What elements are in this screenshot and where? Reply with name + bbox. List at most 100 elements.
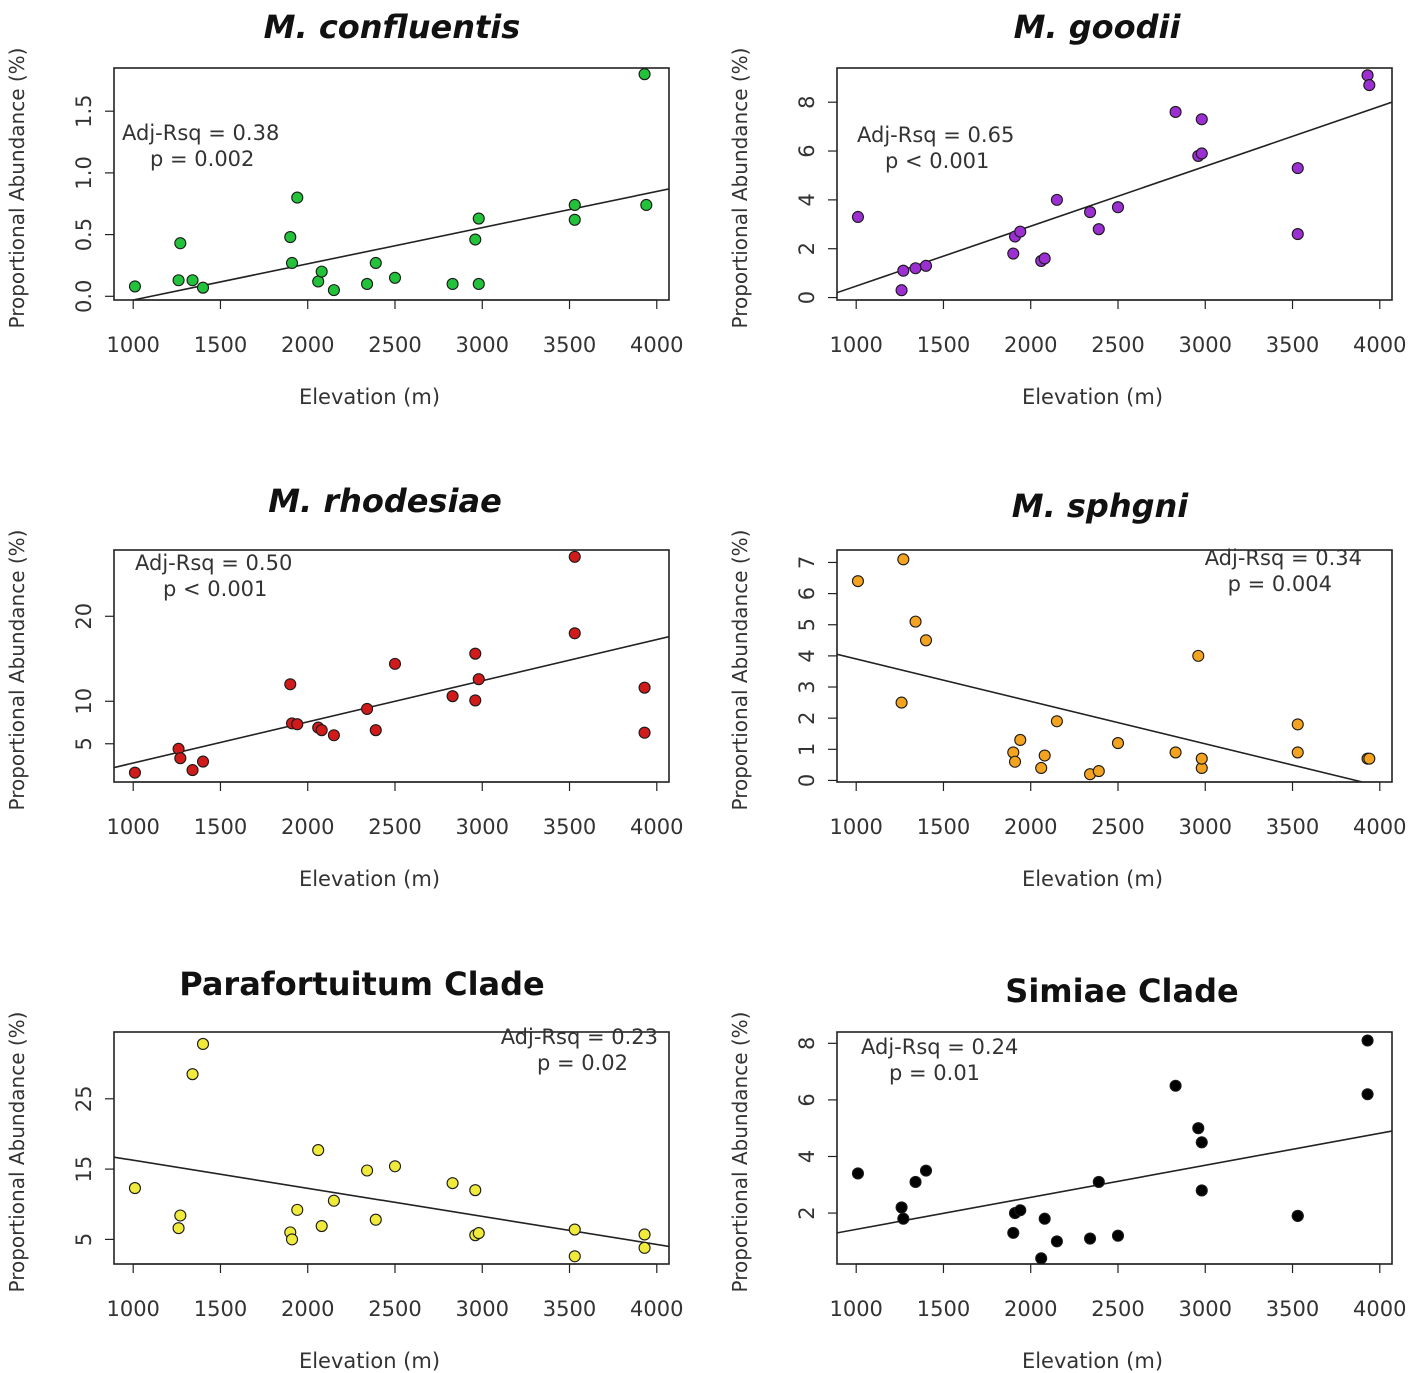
- x-tick-label: 1500: [917, 333, 970, 357]
- data-point: [1195, 1184, 1208, 1197]
- adj-rsq-annotation: Adj-Rsq = 0.24: [861, 1035, 1018, 1059]
- data-point: [186, 274, 199, 287]
- data-point: [291, 718, 304, 731]
- data-point: [1092, 223, 1105, 236]
- y-axis-label: Proportional Abundance (%): [5, 1012, 29, 1293]
- y-tick-label: 8: [795, 1037, 819, 1050]
- data-point: [1035, 1252, 1048, 1265]
- p-value-annotation: p = 0.01: [889, 1061, 980, 1085]
- data-point: [909, 1175, 922, 1189]
- y-tick-label: 20: [72, 603, 96, 630]
- data-point: [638, 1228, 651, 1241]
- data-point: [909, 615, 922, 628]
- data-point: [174, 237, 187, 250]
- x-tick-label: 4000: [630, 815, 683, 839]
- data-point: [638, 1241, 651, 1254]
- data-point: [327, 1194, 340, 1207]
- y-tick-label: 0: [795, 291, 819, 304]
- y-tick-label: 5: [795, 618, 819, 631]
- x-tick-label: 1500: [917, 815, 970, 839]
- chart-panel: M. rhodesiae 1000 1500 2000 2500 3000 3500 4000…: [5, 482, 684, 891]
- x-axis-label: Elevation (m): [299, 385, 440, 409]
- x-axis: 1000 1500 2000 2500 3000 3500 4000: [106, 1263, 684, 1321]
- data-point: [361, 702, 374, 715]
- data-point: [1291, 1209, 1304, 1222]
- data-point: [1291, 162, 1304, 175]
- y-axis: 5 15 25: [72, 1085, 114, 1246]
- p-value-annotation: p = 0.002: [150, 147, 254, 171]
- data-point: [446, 690, 459, 703]
- data-point: [1111, 201, 1125, 214]
- x-tick-label: 3000: [456, 815, 509, 839]
- data-point: [851, 210, 864, 224]
- adj-rsq-annotation: Adj-Rsq = 0.23: [501, 1025, 658, 1049]
- x-tick-label: 1500: [194, 1297, 247, 1321]
- x-tick-label: 3000: [456, 1297, 509, 1321]
- data-point: [186, 764, 199, 777]
- chart-panel: M. sphgni 1000 1500 2000 2500 3000 3500 4000 0 1 2…: [728, 487, 1407, 891]
- data-point: [469, 694, 482, 707]
- p-value-annotation: p < 0.001: [163, 577, 267, 601]
- data-point: [284, 231, 297, 244]
- regression-line: [837, 1130, 1392, 1234]
- x-tick-label: 1000: [829, 333, 882, 357]
- y-tick-label: 5: [72, 737, 96, 750]
- x-tick-label: 4000: [630, 1297, 683, 1321]
- chart-panel: Parafortuitum Clade 1000 1500 2000 2500 3000 3…: [5, 965, 684, 1373]
- x-tick-label: 2000: [281, 333, 334, 357]
- y-axis-label: Proportional Abundance (%): [5, 530, 29, 811]
- data-point: [1092, 1175, 1105, 1189]
- data-point: [1111, 737, 1125, 750]
- x-tick-label: 2000: [281, 815, 334, 839]
- x-tick-label: 2500: [1091, 333, 1144, 357]
- x-tick-label: 2500: [368, 1297, 421, 1321]
- data-point: [361, 1164, 374, 1177]
- data-point: [1291, 228, 1304, 241]
- y-axis: 0.0 0.5 1.0 1.5: [72, 94, 114, 313]
- data-point: [897, 553, 910, 566]
- data-point: [568, 1223, 581, 1236]
- y-tick-label: 6: [795, 587, 819, 600]
- data-point: [640, 198, 653, 212]
- adj-rsq-annotation: Adj-Rsq = 0.34: [1205, 546, 1362, 570]
- y-tick-label: 1: [795, 743, 819, 756]
- x-tick-label: 2500: [1091, 815, 1144, 839]
- data-point: [897, 264, 910, 277]
- data-point: [638, 681, 651, 694]
- data-point: [1050, 715, 1063, 728]
- data-point: [568, 198, 581, 212]
- x-tick-label: 3500: [543, 815, 596, 839]
- y-tick-label: 4: [795, 193, 819, 206]
- x-axis-label: Elevation (m): [1022, 385, 1163, 409]
- adj-rsq-annotation: Adj-Rsq = 0.65: [857, 123, 1014, 147]
- data-point: [895, 696, 908, 709]
- x-axis: 1000 1500 2000 2500 3000 3500 4000: [829, 781, 1407, 839]
- data-point: [284, 678, 297, 691]
- x-axis-label: Elevation (m): [1022, 1349, 1163, 1373]
- x-tick-label: 3000: [1179, 333, 1232, 357]
- x-axis: 1000 1500 2000 2500 3000 3500 4000: [829, 299, 1407, 357]
- data-point: [1038, 749, 1051, 762]
- y-axis-label: Proportional Abundance (%): [5, 48, 29, 329]
- data-point: [1195, 1136, 1208, 1149]
- data-point: [388, 271, 402, 284]
- x-tick-label: 3500: [1266, 1297, 1319, 1321]
- regression-line: [133, 188, 669, 300]
- chart-title: Simiae Clade: [1005, 972, 1238, 1010]
- chart-title: Parafortuitum Clade: [179, 965, 545, 1003]
- x-tick-label: 2000: [1004, 333, 1057, 357]
- data-point: [369, 724, 382, 737]
- x-tick-label: 2500: [368, 815, 421, 839]
- data-point: [361, 277, 374, 291]
- regression-line: [114, 635, 669, 769]
- data-point: [315, 724, 328, 737]
- x-tick-label: 3500: [1266, 815, 1319, 839]
- data-point: [388, 1160, 402, 1173]
- data-point: [469, 1184, 482, 1197]
- data-point: [1363, 79, 1376, 92]
- data-point: [1195, 113, 1208, 126]
- x-tick-label: 4000: [630, 333, 683, 357]
- y-tick-label: 2: [795, 711, 819, 724]
- x-tick-label: 4000: [1353, 815, 1406, 839]
